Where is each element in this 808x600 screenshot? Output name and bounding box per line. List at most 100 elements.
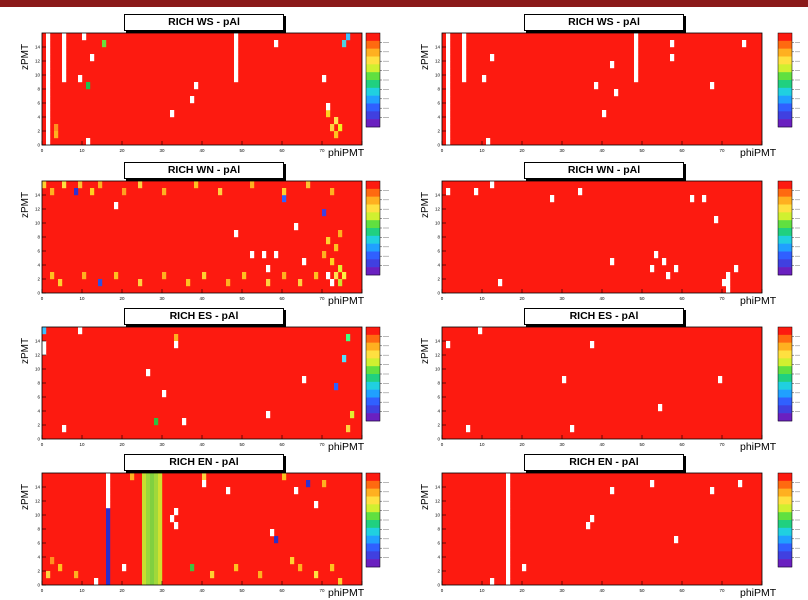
dead-cell [170,110,175,118]
x-tick-label: 10 [79,148,85,153]
heatmap-cell [98,181,103,189]
y-tick-label: 12 [435,59,441,64]
colorbar-segment [366,543,380,552]
heatmap-cell [74,188,79,196]
y-tick-label: 0 [437,291,440,296]
heatmap-background [42,327,362,439]
dead-cell [46,89,51,97]
heatmap-background [42,33,362,145]
dead-cell [326,103,331,111]
heatmap-panel-7: 0 10 20 30 40 50 60 70 0 2 4 6 8 10 12 14 RICH EN - pAl z… [0,452,400,600]
heatmap-background [442,33,762,145]
y-tick-label: 12 [435,499,441,504]
heatmap-panel-4: 0 10 20 30 40 50 60 70 0 2 4 6 8 10 12 14 RICH WN - pAl z… [400,160,800,308]
heatmap-cell [50,557,55,565]
heatmap-cell [82,272,87,280]
dead-cell [62,33,67,41]
dead-cell [234,47,239,55]
x-tick-label: 10 [79,588,85,593]
x-axis-label: phiPMT [328,295,365,307]
colorbar-segment [366,56,380,65]
dead-cell [42,348,47,356]
dead-cell [46,61,51,69]
y-axis-label: zPMT [20,483,31,510]
colorbar-segment [366,251,380,260]
dead-cell [62,54,67,62]
dead-cell [62,47,67,55]
x-tick-label: 50 [639,442,645,447]
colorbar-segment [778,374,792,383]
dead-cell [674,265,679,273]
y-tick-label: 10 [435,367,441,372]
y-tick-label: 8 [37,527,40,532]
y-tick-label: 10 [435,221,441,226]
x-tick-label: 0 [441,148,444,153]
dead-cell [610,258,615,266]
y-tick-label: 2 [437,129,440,134]
heatmap-cell [218,188,223,196]
dead-cell [270,529,275,537]
dead-cell [330,279,335,287]
colorbar-segment [366,188,380,197]
colorbar-segment [366,559,380,568]
x-tick-label: 10 [479,442,485,447]
y-tick-label: 6 [37,249,40,254]
heatmap-cell [250,181,255,189]
y-tick-label: 4 [37,555,40,560]
heatmap-cell [114,272,119,280]
dead-cell [94,578,99,586]
dead-cell [106,501,111,509]
colorbar-segment [778,527,792,536]
dead-cell [498,279,503,287]
y-tick-label: 12 [435,353,441,358]
chart-title: RICH WS - pAl [524,14,684,31]
heatmap-cell [78,181,83,189]
dead-cell [46,75,51,83]
colorbar-segment [778,72,792,81]
dead-cell [62,61,67,69]
colorbar-segment [778,95,792,104]
heatmap-cell [242,272,247,280]
dead-cell [446,54,451,62]
x-tick-label: 30 [159,588,165,593]
dead-cell [234,33,239,41]
heatmap-cell [54,131,59,139]
heatmap-cell [322,209,327,217]
colorbar-segment [366,551,380,560]
y-tick-label: 14 [35,339,41,344]
colorbar-segment [366,87,380,96]
dead-cell [446,117,451,125]
colorbar-segment [778,111,792,120]
heatmap-cell [282,188,287,196]
column-band [150,473,155,585]
heatmap-cell [86,82,91,90]
heatmap-cell [266,279,271,287]
heatmap-svg: 0 10 20 30 40 50 60 70 0 2 4 6 8 10 12 14 [435,32,800,153]
dead-cell [490,578,495,586]
heatmap-cell [234,564,239,572]
dead-cell [674,536,679,544]
dead-cell [46,103,51,111]
dead-cell [234,68,239,76]
dead-cell [710,487,715,495]
x-tick-label: 60 [679,588,685,593]
heatmap-cell [50,272,55,280]
y-tick-label: 0 [37,437,40,442]
colorbar-segment [366,259,380,268]
y-tick-label: 2 [437,277,440,282]
x-tick-label: 20 [519,588,525,593]
dead-cell [446,33,451,41]
dead-cell [670,54,675,62]
dead-cell [446,61,451,69]
y-tick-label: 8 [437,527,440,532]
dead-cell [490,181,495,189]
x-tick-label: 60 [279,588,285,593]
y-tick-label: 14 [435,193,441,198]
y-tick-label: 8 [437,381,440,386]
dead-cell [46,54,51,62]
dead-cell [506,487,511,495]
colorbar-segment [366,196,380,205]
y-tick-label: 12 [35,353,41,358]
colorbar-segment [778,559,792,568]
y-tick-label: 4 [437,115,440,120]
